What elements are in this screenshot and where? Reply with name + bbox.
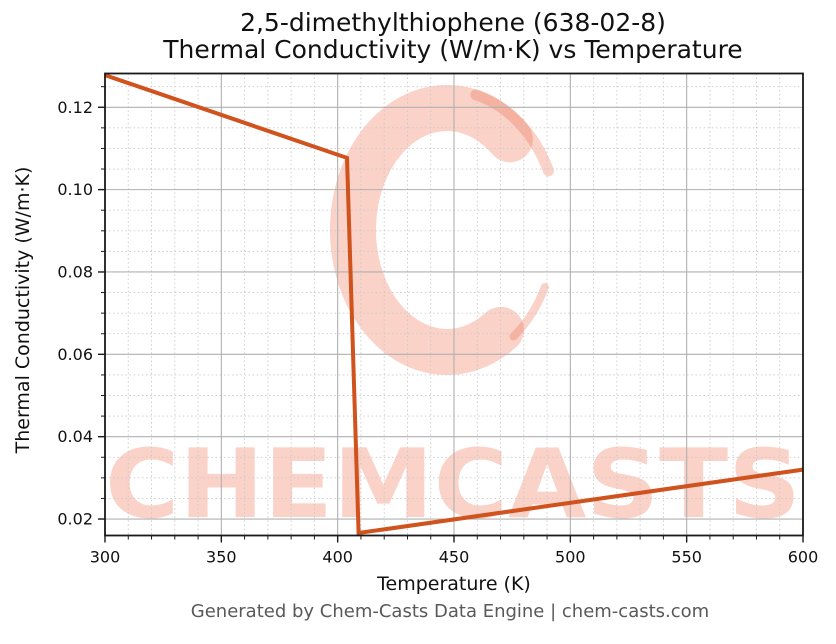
- y-axis-label: Thermal Conductivity (W/m·K): [12, 167, 34, 455]
- y-tick-label: 0.02: [57, 510, 93, 529]
- x-tick-label: 550: [671, 548, 702, 567]
- y-tick-label: 0.06: [57, 345, 93, 364]
- y-tick-labels: 0.02 0.04 0.06 0.08 0.10 0.12: [57, 98, 93, 529]
- x-tick-label: 450: [439, 548, 470, 567]
- y-tick-label: 0.12: [57, 98, 93, 117]
- chemcasts-logo-c-icon: [330, 84, 533, 375]
- watermark: CHEMCASTS: [105, 84, 801, 540]
- x-tick-labels: 300 350 400 450 500 550 600: [90, 548, 819, 567]
- y-tick-label: 0.04: [57, 427, 93, 446]
- y-tick-label: 0.08: [57, 262, 93, 281]
- x-tick-label: 300: [90, 548, 121, 567]
- x-tick-label: 350: [206, 548, 237, 567]
- footer-credit: Generated by Chem-Casts Data Engine | ch…: [191, 601, 709, 622]
- x-tick-label: 500: [555, 548, 586, 567]
- conductivity-line: [104, 73, 804, 536]
- chart-title-line1: 2,5-dimethylthiophene (638-02-8): [240, 8, 666, 37]
- y-tick-label: 0.10: [57, 180, 93, 199]
- x-axis-label: Temperature (K): [376, 573, 531, 595]
- axis-ticks: [98, 86, 804, 543]
- x-tick-label: 400: [322, 548, 353, 567]
- x-tick-label: 600: [788, 548, 819, 567]
- chart-title-line2: Thermal Conductivity (W/m·K) vs Temperat…: [162, 35, 742, 64]
- chemcasts-logo-swoosh-right-icon: [509, 283, 549, 341]
- chemcasts-logo-swoosh-top-icon: [470, 89, 554, 177]
